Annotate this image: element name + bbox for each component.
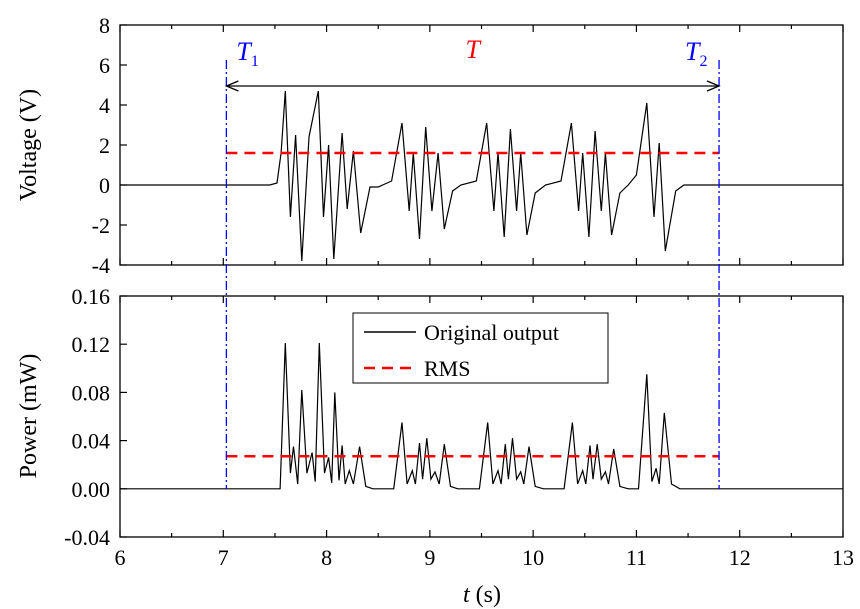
x-tick-label: 12	[729, 545, 751, 570]
x-tick-label: 8	[321, 545, 332, 570]
voltage-y-tick-label: 2	[99, 133, 110, 158]
voltage-y-tick-label: 0	[99, 173, 110, 198]
legend-label-rms: RMS	[424, 356, 470, 381]
power-y-tick-label: 0.12	[72, 332, 111, 357]
x-tick-label: 9	[424, 545, 435, 570]
t2-annotation: T2	[685, 37, 707, 70]
x-tick-label: 7	[218, 545, 229, 570]
power-panel: -0.04 0.00 0.04 0.08 0.12 0.16 Power (mW) Ori…	[16, 284, 844, 550]
legend: Original output RMS	[352, 312, 609, 384]
t-span-annotation: T	[465, 35, 481, 64]
power-y-tick-label: 0.04	[72, 429, 111, 454]
t-span-arrow-right-head	[706, 80, 721, 92]
voltage-y-tick-label: -2	[92, 213, 110, 238]
x-tick-label: 6	[115, 545, 126, 570]
t2-subscript: 2	[700, 53, 708, 70]
legend-box	[352, 312, 609, 384]
voltage-y-tick-label: 6	[99, 53, 110, 78]
voltage-signal-line	[120, 90, 843, 262]
power-y-tick-label: 0.08	[72, 380, 111, 405]
x-tick-label: 10	[522, 545, 544, 570]
x-tick-labels: 6 7 8 9 10 11 12 13	[115, 545, 855, 570]
t1-subscript: 1	[251, 53, 259, 70]
voltage-y-tick-label: 8	[99, 13, 110, 38]
voltage-y-tick-label: 4	[99, 93, 110, 118]
x-axis-title: t (s)	[463, 582, 501, 608]
voltage-x-ticks	[119, 25, 844, 265]
x-tick-label: 11	[626, 545, 647, 570]
x-tick-label: 13	[832, 545, 854, 570]
x-axis-unit-text: (s)	[476, 582, 501, 608]
t1-letter: T	[236, 37, 252, 66]
power-y-tick-label: 0.16	[72, 284, 111, 309]
x-axis-variable: t	[463, 582, 471, 608]
voltage-y-ticks: -4 -2 0 2 4 6 8	[92, 13, 127, 278]
voltage-y-axis-title: Voltage (V)	[16, 89, 42, 201]
power-y-tick-label: -0.04	[64, 525, 110, 550]
power-signal-line	[120, 342, 843, 490]
voltage-y-tick-label: -4	[92, 253, 110, 278]
legend-label-original-output: Original output	[424, 320, 559, 345]
t1-annotation: T1	[236, 37, 258, 70]
power-y-tick-label: 0.00	[72, 477, 111, 502]
power-y-ticks: -0.04 0.00 0.04 0.08 0.12 0.16	[64, 284, 127, 550]
t-span-arrow-left-head	[224, 80, 239, 92]
power-x-ticks	[119, 296, 844, 537]
t-span-arrow	[224, 80, 721, 92]
t2-letter: T	[685, 37, 701, 66]
voltage-plot-frame	[119, 24, 844, 266]
voltage-panel: -4 -2 0 2 4 6 8 Voltage (V)	[16, 13, 844, 278]
power-y-axis-title: Power (mW)	[16, 354, 42, 479]
